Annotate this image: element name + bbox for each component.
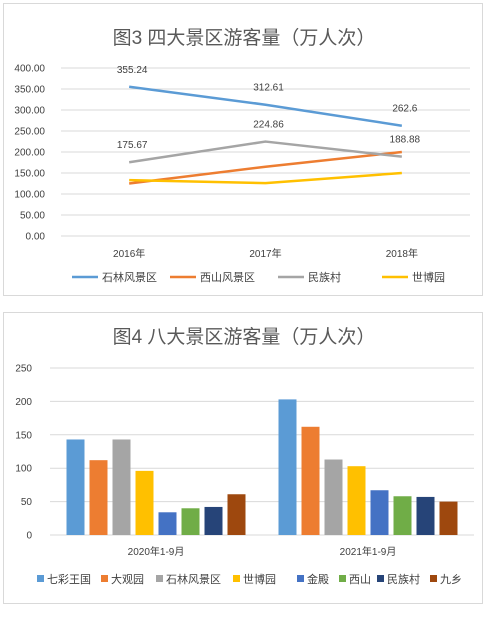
data-label: 262.6 xyxy=(392,104,417,115)
x-tick-label: 2020年1-9月 xyxy=(128,545,185,558)
y-tick-label: 200 xyxy=(15,397,32,408)
data-label: 312.61 xyxy=(253,83,284,94)
y-tick-label: 0.00 xyxy=(26,232,46,243)
bar-chart-panel: 图4 八大景区游客量（万人次） 0 50 100 150 200 250 2020年1-9月 2… xyxy=(3,312,483,604)
data-label: 355.24 xyxy=(117,65,148,76)
y-tick-label: 0 xyxy=(26,531,32,542)
legend-label: 世博园 xyxy=(412,271,445,284)
y-tick-label: 300.00 xyxy=(14,106,45,117)
legend-label: 金殿 xyxy=(307,572,329,586)
series-line xyxy=(129,85,403,127)
y-tick-label: 50.00 xyxy=(20,211,45,222)
legend-swatch xyxy=(37,575,44,582)
y-tick-label: 250 xyxy=(15,364,32,375)
bar xyxy=(370,490,389,535)
bar xyxy=(347,466,366,535)
x-tick-label: 2016年 xyxy=(113,247,145,260)
bar xyxy=(393,496,412,535)
bar xyxy=(324,459,343,535)
legend-swatch xyxy=(156,575,163,582)
legend-label: 民族村 xyxy=(308,270,341,284)
y-tick-label: 50 xyxy=(21,497,33,508)
y-tick-label: 350.00 xyxy=(14,85,45,96)
data-label: 224.86 xyxy=(253,120,284,131)
bar xyxy=(278,399,297,535)
y-tick-label: 100.00 xyxy=(14,190,45,201)
x-tick-label: 2021年1-9月 xyxy=(340,545,397,558)
data-label: 188.88 xyxy=(390,135,421,146)
bar xyxy=(158,512,177,535)
y-tick-label: 200.00 xyxy=(14,148,45,159)
x-tick-label: 2018年 xyxy=(386,247,418,260)
y-tick-label: 150 xyxy=(15,430,32,441)
bar xyxy=(204,506,223,535)
x-tick-label: 2017年 xyxy=(249,247,281,260)
bar-chart: 图4 八大景区游客量（万人次） 0 50 100 150 200 250 2020年1-9月 2… xyxy=(15,326,474,586)
legend-label: 民族村 xyxy=(387,572,420,586)
legend-label: 九乡 xyxy=(440,573,462,586)
bar xyxy=(112,439,131,535)
data-label: 175.67 xyxy=(117,140,148,151)
legend-label: 世博园 xyxy=(243,573,276,586)
y-tick-label: 400.00 xyxy=(14,64,45,75)
bar xyxy=(181,508,200,535)
legend-swatch xyxy=(233,575,240,582)
legend-swatch xyxy=(297,575,304,582)
legend-swatch xyxy=(430,575,437,582)
legend-label: 七彩王国 xyxy=(47,573,91,586)
line-chart-panel: 图3 四大景区游客量（万人次） 0.00 50.00 100.00 150.00 200.… xyxy=(3,3,483,296)
bar xyxy=(416,496,435,535)
y-tick-label: 100 xyxy=(15,464,32,475)
legend-label: 西山 xyxy=(349,573,371,586)
legend-label: 石林风景区 xyxy=(166,572,221,586)
line-chart: 图3 四大景区游客量（万人次） 0.00 50.00 100.00 150.00 200.… xyxy=(14,27,470,284)
legend-label: 石林风景区 xyxy=(102,270,157,284)
bar xyxy=(135,470,154,535)
bar xyxy=(66,439,85,535)
series-line xyxy=(129,150,402,185)
y-tick-label: 150.00 xyxy=(14,169,45,180)
series-line xyxy=(128,140,402,164)
bar xyxy=(89,460,108,535)
y-tick-label: 250.00 xyxy=(14,127,45,138)
series-line xyxy=(129,171,402,185)
bar xyxy=(227,494,246,535)
legend-label: 大观园 xyxy=(111,572,144,586)
bar xyxy=(439,501,458,535)
legend-swatch xyxy=(339,575,346,582)
bar xyxy=(301,426,320,535)
legend-swatch xyxy=(377,575,384,582)
chart-title: 图4 八大景区游客量（万人次） xyxy=(113,326,376,348)
legend-swatch xyxy=(101,575,108,582)
legend-label: 西山风景区 xyxy=(200,271,255,284)
chart-title: 图3 四大景区游客量（万人次） xyxy=(113,27,376,49)
